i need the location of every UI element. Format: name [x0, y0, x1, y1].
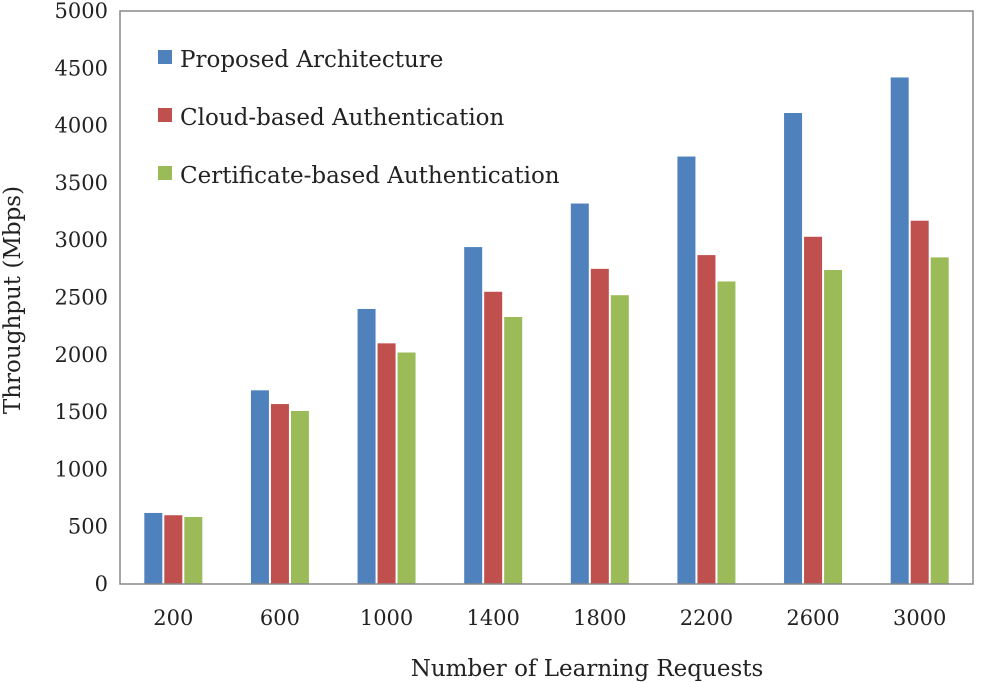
legend-swatch [158, 166, 172, 180]
bar-1-1800 [570, 203, 589, 584]
x-tick-label: 2200 [680, 606, 733, 630]
legend: Proposed Architecture Cloud-based Authent… [158, 47, 560, 189]
y-tick-label: 4500 [55, 56, 108, 80]
x-tick-label: 2600 [786, 606, 839, 630]
bar-3-2600 [824, 269, 843, 584]
y-tick-label: 1500 [55, 400, 108, 424]
bar-2-1400 [484, 291, 503, 584]
bar-3-3000 [930, 257, 949, 584]
y-tick-label: 3500 [55, 171, 108, 195]
y-tick-label: 2500 [55, 286, 108, 310]
bar-1-1000 [357, 308, 376, 584]
bar-3-1800 [610, 295, 629, 584]
x-tick-label: 1800 [573, 606, 626, 630]
bar-1-3000 [890, 77, 909, 584]
y-tick-label: 0 [95, 572, 108, 596]
bar-1-200 [144, 512, 163, 584]
y-tick-label: 4000 [55, 114, 108, 138]
x-tick-label: 1000 [360, 606, 413, 630]
x-tick-label: 3000 [893, 606, 946, 630]
bar-3-600 [290, 410, 309, 584]
bar-2-2600 [804, 236, 823, 584]
bar-3-1400 [504, 316, 523, 584]
y-tick-label: 500 [68, 515, 108, 539]
x-tick-label: 200 [153, 606, 193, 630]
bar-1-600 [250, 390, 269, 584]
bar-3-2200 [717, 281, 736, 584]
legend-label: Cloud-based Authentication [180, 105, 505, 131]
x-tick-label: 1400 [466, 606, 519, 630]
bar-2-3000 [910, 220, 929, 584]
bar-2-2200 [697, 255, 716, 584]
x-axis-ticks: 200 600 1000 1400 1800 2200 2600 3000 [153, 606, 946, 630]
legend-swatch [158, 50, 172, 64]
legend-label: Certificate-based Authentication [180, 163, 560, 189]
y-tick-label: 1000 [55, 457, 108, 481]
legend-label: Proposed Architecture [180, 47, 443, 73]
plot-area-frame [119, 10, 974, 585]
bar-1-2600 [784, 112, 803, 584]
y-tick-label: 5000 [55, 0, 108, 23]
y-tick-label: 3000 [55, 228, 108, 252]
bar-1-2200 [677, 156, 696, 585]
bar-2-1000 [377, 343, 396, 584]
bars [144, 77, 949, 585]
y-axis-ticks: 0 500 1000 1500 2000 2500 3000 3500 4000 4500 5000 [55, 0, 108, 596]
bar-2-200 [164, 515, 183, 584]
bar-1-1400 [464, 247, 483, 585]
x-tick-label: 600 [260, 606, 300, 630]
y-axis-label: Throughput (Mbps) [0, 186, 26, 414]
legend-swatch [158, 108, 172, 122]
bar-2-600 [270, 404, 289, 584]
bar-3-1000 [397, 352, 416, 584]
bar-2-1800 [590, 268, 609, 584]
y-tick-label: 2000 [55, 343, 108, 367]
bar-3-200 [184, 516, 203, 584]
x-axis-label: Number of Learning Requests [411, 656, 764, 682]
